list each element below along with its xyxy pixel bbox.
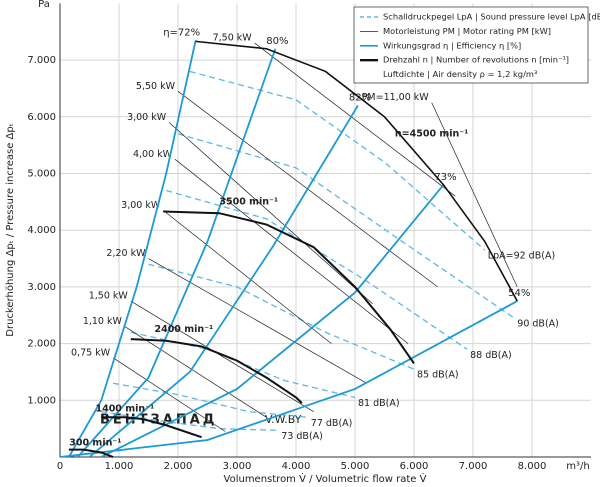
legend-label: Drehzahl n | Number of revolutions n [mi…: [383, 55, 569, 65]
efficiency-label: 54%: [508, 288, 530, 299]
efficiency-line: [59, 300, 518, 458]
y-tick-label: 2.000: [27, 339, 56, 350]
y-tick-label: 4.000: [27, 225, 56, 236]
x-tick-label: 5.000: [341, 461, 370, 472]
speed-label: 3500 min⁻¹: [219, 196, 278, 207]
speed-curve: [163, 210, 415, 365]
x-tick-label: 1.000: [105, 461, 134, 472]
legend-label: Wirkungsgrad η | Efficiency η [%]: [383, 40, 521, 50]
speed-label: n=4500 min⁻¹: [395, 128, 469, 139]
speed-label: 300 min⁻¹: [69, 437, 121, 448]
speed-curve: [101, 416, 202, 439]
efficiency-line: [88, 104, 359, 458]
speed-curve: [68, 448, 114, 458]
power-line: [148, 258, 367, 384]
legend-label: Luftdichte | Air density ρ = 1,2 kg/m³: [383, 69, 537, 79]
power-line: [431, 102, 518, 288]
y-tick-label: 3.000: [27, 282, 56, 293]
power-line: [124, 326, 267, 418]
efficiency-line: [100, 184, 445, 458]
sound-label: 85 dB(A): [417, 370, 459, 381]
y-tick-label: 6.000: [27, 112, 56, 123]
power-label: 7,50 kW: [213, 33, 253, 44]
sound-label: 77 dB(A): [311, 418, 353, 429]
sound-line: [177, 133, 515, 319]
sound-label: LpA=92 dB(A): [488, 251, 555, 262]
y-tick-label: 7.000: [27, 55, 56, 66]
x-tick-label: 0: [57, 461, 63, 472]
x-unit: m³/h: [566, 461, 589, 472]
efficiency-label: 73%: [434, 172, 456, 183]
y-unit: Pa: [38, 0, 50, 10]
legend-label: Schalldruckpegel LpA | Sound pressure le…: [383, 12, 600, 22]
sound-label: 88 dB(A): [470, 350, 512, 361]
power-line: [163, 210, 332, 344]
sound-label: 90 dB(A): [517, 319, 559, 330]
sound-label: 81 dB(A): [358, 398, 400, 409]
power-line: [168, 122, 373, 305]
x-tick-label: 2.000: [164, 461, 193, 472]
power-label: 3,00 kW: [121, 200, 161, 211]
power-label: 3,00 kW: [127, 112, 167, 123]
speed-curve: [130, 338, 303, 404]
sound-label: 73 dB(A): [281, 431, 323, 442]
speed-label: 2400 min⁻¹: [154, 324, 213, 335]
efficiency-label: 80%: [266, 36, 288, 47]
y-tick-label: 5.000: [27, 169, 56, 180]
power-line: [174, 159, 409, 344]
y-tick-label: 1.000: [27, 395, 56, 406]
sound-line: [112, 382, 308, 418]
legend-box: [353, 6, 589, 84]
sound-line: [189, 70, 486, 251]
power-label: 1,50 kW: [89, 291, 129, 302]
power-line: [130, 300, 314, 412]
power-label: 5,50 kW: [136, 81, 176, 92]
efficiency-label: η=72%: [163, 27, 200, 38]
y-axis-title: Druckerhöhung Δpₜ / Pressure increase Δp…: [5, 123, 16, 336]
x-tick-label: 4.000: [282, 461, 311, 472]
power-label: PM=11,00 kW: [362, 92, 430, 103]
x-axis-title: Volumenstrom V̇ / Volumetric flow rate V…: [224, 472, 427, 485]
speed-label: 1400 min⁻¹: [95, 403, 154, 414]
speed-curve: [195, 40, 518, 302]
legend: Schalldruckpegel LpA | Sound pressure le…: [353, 6, 600, 84]
efficiency-line: [68, 40, 197, 458]
power-label: 4,00 kW: [133, 149, 173, 160]
power-label: 1,10 kW: [83, 316, 123, 327]
power-line: [112, 357, 226, 432]
legend-label: Motorleistung PM | Motor rating PM [kW]: [383, 26, 551, 36]
x-tick-label: 6.000: [400, 461, 429, 472]
power-label: 2,20 kW: [106, 248, 146, 259]
x-tick-label: 3.000: [223, 461, 252, 472]
x-tick-label: 8.000: [518, 461, 547, 472]
x-tick-label: 7.000: [459, 461, 488, 472]
power-line: [254, 42, 456, 197]
power-label: 0,75 kW: [71, 347, 111, 358]
